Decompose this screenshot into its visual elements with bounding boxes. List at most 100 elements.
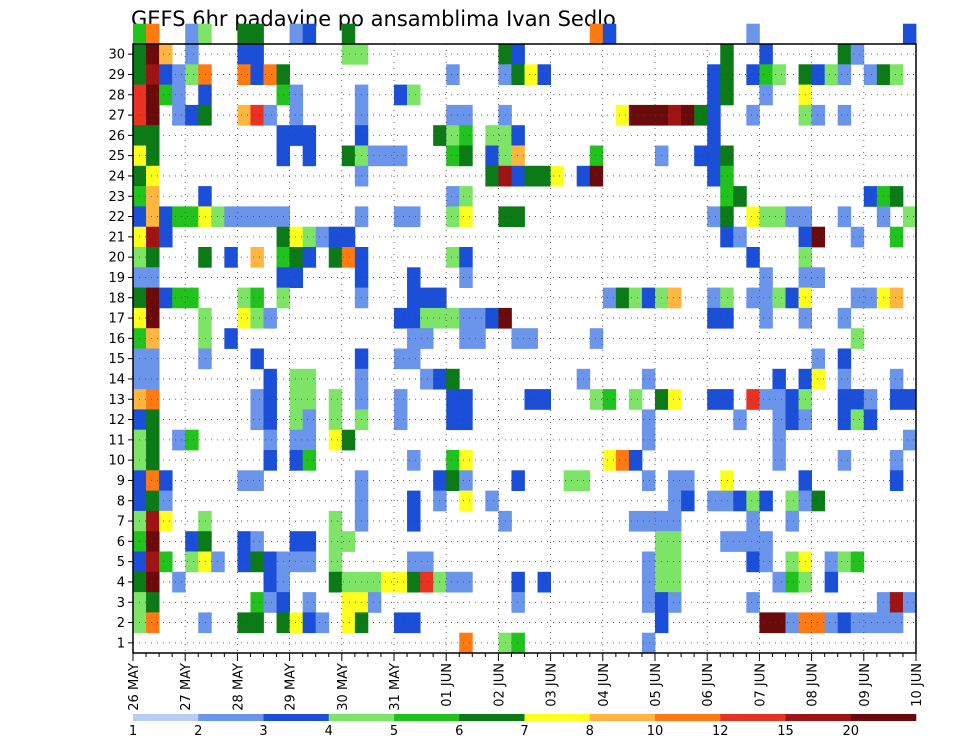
data-cell <box>746 104 760 126</box>
data-cell <box>759 551 773 573</box>
data-cell <box>720 531 734 552</box>
data-cell <box>289 368 304 390</box>
data-cell <box>746 531 760 552</box>
data-cell <box>668 389 682 410</box>
data-cell <box>185 429 199 451</box>
y-tick-label: 24 <box>108 169 125 184</box>
data-cell <box>302 125 317 146</box>
y-tick-label: 1 <box>117 636 125 651</box>
data-cell <box>772 571 786 593</box>
data-cell <box>459 307 473 329</box>
data-cell <box>341 226 356 248</box>
x-tick-label: 07 JUN <box>753 663 768 707</box>
data-cell <box>407 450 421 471</box>
data-cell <box>394 84 408 106</box>
data-cell <box>837 389 852 410</box>
data-cell <box>198 206 212 228</box>
data-cell <box>159 287 173 309</box>
data-cell <box>146 531 160 552</box>
data-cell <box>185 531 199 552</box>
x-tick-label: 29 MAY <box>284 663 299 711</box>
data-cell <box>146 490 160 512</box>
data-cell <box>459 571 473 593</box>
x-tick-label: 10 JUN <box>910 663 925 707</box>
data-cell <box>772 206 786 228</box>
legend-tick-label: 15 <box>777 724 794 739</box>
data-cell <box>759 44 773 65</box>
data-cell <box>889 592 904 613</box>
data-cell <box>707 64 721 85</box>
data-cell <box>328 510 343 532</box>
data-cell <box>146 247 160 268</box>
data-cell <box>641 632 656 654</box>
data-cell <box>720 307 734 329</box>
data-cell <box>198 510 212 532</box>
data-cell <box>407 307 421 329</box>
legend-swatch <box>589 714 656 721</box>
data-cell <box>824 612 839 634</box>
data-cell <box>420 287 434 309</box>
data-cell <box>811 612 826 634</box>
data-cell <box>250 409 264 431</box>
data-cell <box>198 531 212 552</box>
data-cell <box>850 44 865 65</box>
data-cell <box>668 531 682 552</box>
data-cell <box>459 186 473 207</box>
data-cell <box>459 125 473 146</box>
legend-swatch <box>459 714 525 721</box>
data-cell <box>785 206 799 228</box>
data-cell <box>250 612 264 634</box>
data-cell <box>459 247 473 268</box>
data-cell <box>159 206 173 228</box>
chart-title: GEFS 6hr padavine po ansamblima Ivan Sed… <box>131 7 616 31</box>
data-cell <box>707 206 721 228</box>
data-cell <box>837 64 852 85</box>
data-cell <box>446 368 460 390</box>
data-cell <box>328 571 343 593</box>
data-cell <box>511 206 525 228</box>
data-cell <box>289 247 304 268</box>
data-cell <box>172 84 186 106</box>
y-tick-label: 16 <box>108 332 125 347</box>
data-cell <box>550 165 565 187</box>
data-cell <box>185 44 199 65</box>
data-cell <box>198 551 212 573</box>
data-cell <box>146 429 160 451</box>
y-tick-label: 26 <box>108 129 125 144</box>
data-cell <box>863 409 878 431</box>
data-cell <box>172 104 186 126</box>
data-cell <box>759 531 773 552</box>
data-cell <box>159 64 173 85</box>
data-cell <box>302 389 317 410</box>
data-cell <box>394 409 408 431</box>
data-cell <box>720 64 734 85</box>
data-cell <box>446 409 460 431</box>
data-cell <box>394 145 408 167</box>
data-cell <box>837 368 852 390</box>
data-cell <box>146 551 160 573</box>
data-cell <box>837 104 852 126</box>
data-cell <box>511 632 525 654</box>
y-tick-label: 19 <box>108 271 125 286</box>
data-cell <box>589 23 604 45</box>
data-cell <box>824 551 839 573</box>
data-cell <box>668 490 682 512</box>
data-cell <box>602 287 617 309</box>
data-cell <box>250 531 264 552</box>
data-cell <box>263 389 277 410</box>
data-cell <box>746 64 760 85</box>
data-cell <box>772 612 786 634</box>
data-cell <box>420 571 434 593</box>
data-cell <box>289 612 304 634</box>
data-cell <box>524 64 538 85</box>
data-cell <box>146 389 160 410</box>
legend-tick-label: 20 <box>842 724 859 739</box>
legend-swatch <box>785 714 852 721</box>
data-cell <box>837 409 852 431</box>
data-cell <box>459 389 473 410</box>
data-cell <box>328 247 343 268</box>
data-cell <box>641 368 656 390</box>
legend-tick-label: 7 <box>520 724 528 739</box>
data-cell <box>237 307 251 329</box>
data-cell <box>863 64 878 85</box>
